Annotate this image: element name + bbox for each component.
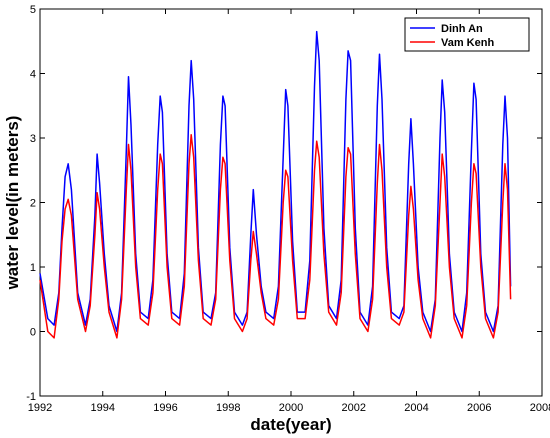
y-tick-label-2: 2 [30, 198, 36, 210]
series-line-vam-kenh [39, 134, 512, 339]
legend-box [404, 17, 530, 52]
legend-label-dinh-an: Dinh An [441, 23, 483, 35]
legend: Dinh An Vam Kenh [404, 17, 530, 52]
x-tick-label-1996: 1996 [153, 402, 177, 414]
series-group [39, 30, 512, 339]
series-line-dinh-an [39, 30, 512, 333]
x-axis-title: date(year) [250, 415, 331, 434]
legend-label-vam-kenh: Vam Kenh [441, 37, 494, 49]
x-tick-label-1998: 1998 [216, 402, 240, 414]
x-axis-ticks: 1992 1994 1996 1998 2000 2002 2004 2006 2008 [28, 9, 550, 414]
x-tick-label-2004: 2004 [404, 402, 428, 414]
y-axis-ticks: -1 0 1 2 3 4 5 [26, 4, 542, 403]
x-tick-label-1994: 1994 [91, 402, 115, 414]
x-tick-label-2002: 2002 [342, 402, 366, 414]
x-tick-label-2000: 2000 [279, 402, 303, 414]
y-tick-label--1: -1 [26, 391, 36, 403]
y-axis-title: water level(in meters) [3, 116, 22, 291]
plot-area: 1992 1994 1996 1998 2000 2002 2004 2006 2008 -1 0… [26, 4, 550, 414]
x-tick-label-2008: 2008 [530, 402, 550, 414]
x-tick-label-2006: 2006 [467, 402, 491, 414]
y-tick-label-0: 0 [30, 327, 36, 339]
x-tick-label-1992: 1992 [28, 402, 52, 414]
y-tick-label-1: 1 [30, 262, 36, 274]
y-tick-label-4: 4 [30, 69, 36, 81]
y-tick-label-5: 5 [30, 4, 36, 16]
y-tick-label-3: 3 [30, 133, 36, 145]
